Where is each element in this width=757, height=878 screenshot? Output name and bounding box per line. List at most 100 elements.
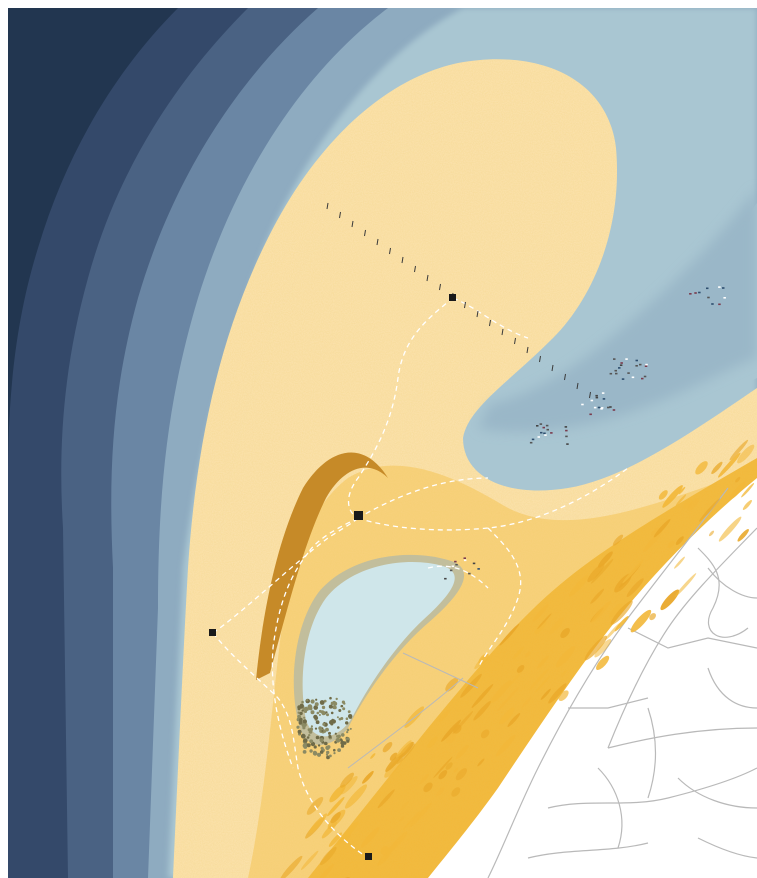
boat-icon [543, 432, 546, 435]
dune-patch [441, 719, 462, 742]
tree-dot [348, 714, 353, 719]
tree-dot [316, 752, 322, 757]
dune-patch [534, 621, 547, 635]
dune-patch [308, 813, 328, 834]
dune-patch [590, 600, 611, 623]
dune-patch [438, 709, 450, 722]
dune-patch [512, 646, 525, 659]
tree-dot [308, 734, 311, 737]
boat-icon [609, 406, 612, 408]
boat-icon [537, 436, 540, 438]
dune-patch [344, 784, 368, 809]
dune-patch [300, 850, 319, 870]
dune-patch [695, 461, 708, 475]
tree-dot [337, 748, 341, 752]
dune-patch [658, 490, 668, 500]
dune-patch [626, 578, 644, 597]
tree-dot [321, 711, 326, 716]
dune-patch [499, 623, 520, 646]
tree-dot [334, 732, 337, 735]
tree-dot [302, 750, 307, 754]
pole-icon [364, 229, 366, 237]
dune-patch [718, 516, 742, 542]
dune-patch [614, 616, 629, 632]
boat-icon [564, 426, 568, 428]
tree-dot [318, 714, 321, 716]
tree-dot [307, 704, 313, 710]
dune-patch [729, 439, 749, 461]
dune-patch [329, 784, 346, 803]
dune-patch [360, 827, 380, 848]
tree-dot [308, 730, 313, 734]
dune-patch [419, 773, 429, 785]
boat-icon [542, 426, 545, 429]
dune-patch [584, 635, 608, 661]
tree-dot [329, 696, 332, 700]
tree-dot [314, 702, 319, 707]
dune-patch [455, 768, 468, 781]
tree-dot [305, 707, 309, 711]
tree-dot [331, 718, 335, 722]
dune-patch [667, 540, 675, 549]
boat-icon [455, 563, 458, 566]
boat-icon [539, 423, 543, 425]
square-marker-icon[interactable] [209, 629, 216, 636]
boat-icon [619, 364, 623, 366]
boat-icon [698, 291, 701, 294]
dune-patch [674, 573, 697, 598]
boat-icon [718, 286, 721, 288]
tree-dot [341, 733, 345, 737]
dune-patch [643, 530, 663, 552]
tree-dot [310, 699, 315, 704]
boat-icon [565, 429, 568, 432]
boat-icon [627, 372, 630, 374]
dune-patch [389, 752, 398, 761]
boat-icon [565, 435, 568, 438]
boat-icon [613, 358, 616, 360]
square-marker-icon[interactable] [449, 294, 456, 301]
tree-dot [333, 748, 336, 752]
square-marker-icon[interactable] [354, 511, 363, 520]
dune-patch [480, 729, 490, 739]
boat-icon [472, 562, 476, 565]
tree-dot [296, 725, 300, 729]
tree-dot [306, 736, 310, 739]
dune-patch [433, 756, 453, 779]
boat-icon [600, 407, 604, 409]
boat-icon [723, 297, 726, 299]
boat-icon [644, 365, 648, 367]
tree-dot [302, 707, 307, 711]
tree-dot [319, 750, 324, 754]
boat-icon [597, 406, 601, 409]
tree-dot [317, 744, 321, 747]
shoreline-dune-patches [279, 439, 755, 878]
square-marker-icon[interactable] [365, 853, 372, 860]
pole-icon [339, 211, 341, 219]
dune-patch [594, 638, 612, 658]
pole-icon [351, 220, 354, 228]
tree-dot [314, 727, 318, 730]
tree-dot [323, 699, 327, 703]
pole-icon [389, 247, 391, 255]
dune-patch [525, 651, 531, 658]
tree-dot [340, 740, 345, 746]
lagoon-lake [293, 554, 465, 745]
tree-dot [337, 726, 340, 729]
dune-patch [537, 613, 552, 630]
pole-icon [376, 238, 379, 246]
tree-dot [346, 739, 350, 743]
dune-patch [662, 485, 683, 508]
dune-patch [569, 575, 589, 597]
boat-icon [694, 292, 697, 294]
mainland-road-network [487, 487, 757, 878]
dune-patch [548, 683, 567, 704]
tree-dot [301, 700, 304, 704]
dune-patch [507, 713, 521, 727]
square-markers[interactable] [209, 294, 456, 860]
map-canvas[interactable] [8, 8, 757, 878]
dune-patch [675, 536, 684, 545]
pole-icon [439, 283, 441, 291]
tree-dot [312, 751, 318, 756]
dune-patch [735, 476, 741, 483]
